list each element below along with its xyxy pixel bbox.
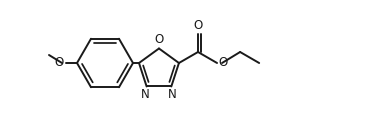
Text: O: O	[218, 56, 227, 70]
Text: N: N	[168, 88, 177, 101]
Text: O: O	[154, 34, 163, 46]
Text: N: N	[141, 88, 150, 101]
Text: O: O	[193, 19, 203, 32]
Text: O: O	[55, 56, 64, 70]
